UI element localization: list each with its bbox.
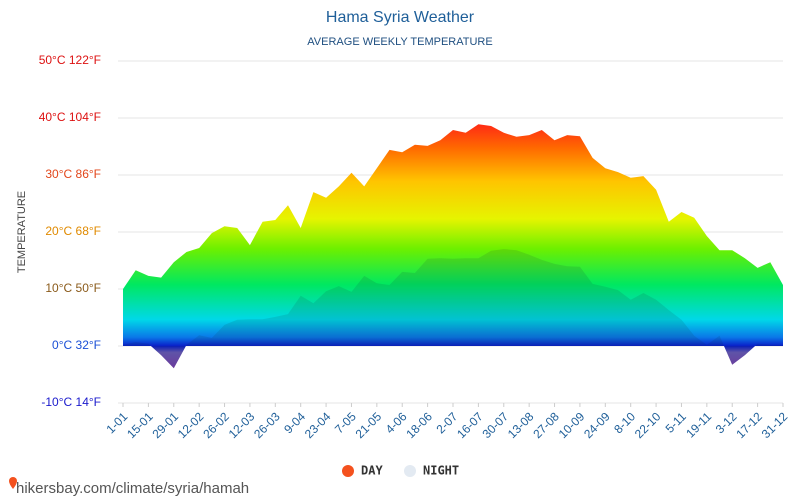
y-tick-label: 10°C 50°F (45, 281, 101, 295)
y-tick-label: 30°C 86°F (45, 167, 101, 181)
x-tick-label: 13-08 (505, 409, 537, 441)
x-tick-label: 19-11 (683, 409, 714, 440)
x-tick-label: 12-02 (175, 409, 207, 441)
chart-subtitle: AVERAGE WEEKLY TEMPERATURE (307, 36, 492, 48)
x-tick-label: 15-01 (124, 409, 156, 441)
x-tick-label: 12-03 (226, 409, 258, 441)
x-tick-label: 16-07 (454, 409, 486, 441)
x-tick-label: 22-10 (632, 409, 664, 441)
y-tick-label: 40°C 104°F (39, 110, 101, 124)
y-tick-label: 20°C 68°F (45, 224, 101, 238)
y-tick-label: -10°C 14°F (41, 395, 101, 409)
y-axis-label: TEMPERATURE (16, 191, 28, 273)
x-tick-label: 24-09 (581, 409, 613, 441)
x-tick-label: 23-04 (302, 409, 334, 441)
x-tick-label: 27-08 (530, 409, 562, 441)
x-tick-label: 26-03 (251, 409, 283, 441)
legend-label: DAY (361, 464, 383, 478)
x-tick-label: 10-09 (556, 409, 588, 441)
x-tick-label: 18-06 (403, 409, 435, 441)
x-tick-label: 17-12 (733, 409, 765, 441)
x-tick-label: 29-01 (150, 409, 182, 441)
legend-marker (404, 465, 416, 477)
chart-title: Hama Syria Weather (326, 9, 475, 26)
area-night-shade (123, 249, 783, 369)
legend-marker (342, 465, 354, 477)
x-tick-label: 31-12 (759, 409, 791, 441)
footer-icon (9, 477, 17, 489)
footer: hikersbay.com/climate/syria/hamah (16, 480, 249, 497)
y-tick-label: 0°C 32°F (52, 338, 101, 352)
x-tick-label: 26-02 (200, 409, 232, 441)
x-tick-label: 30-07 (480, 409, 512, 441)
legend-label: NIGHT (423, 464, 459, 478)
area-night (123, 249, 783, 369)
x-tick-label: 21-05 (353, 409, 385, 441)
y-tick-label: 50°C 122°F (39, 53, 101, 67)
